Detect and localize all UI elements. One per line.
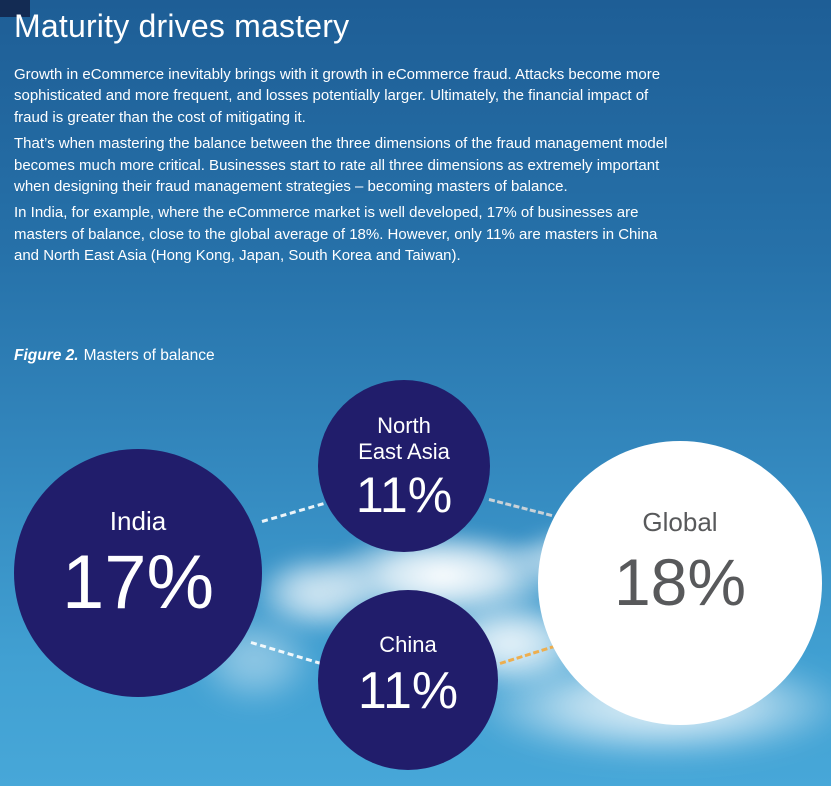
bubble-india: India 17% <box>14 449 262 697</box>
bubble-global-label: Global <box>642 507 718 538</box>
connector-northeastasia-global <box>488 498 553 518</box>
bubble-north-east-asia-content: North East Asia 11% <box>356 413 452 524</box>
bubble-north-east-asia-value: 11% <box>355 467 453 524</box>
figure-caption: Figure 2. Masters of balance <box>14 347 215 365</box>
intro-text: Growth in eCommerce inevitably brings wi… <box>14 64 676 272</box>
page-corner-mark <box>0 0 30 17</box>
bubble-china: China 11% <box>318 590 498 770</box>
paragraph-3: In India, for example, where the eCommer… <box>14 204 658 265</box>
page-title: Maturity drives mastery <box>14 8 350 44</box>
paragraph-1: Growth in eCommerce inevitably brings wi… <box>14 66 661 126</box>
paragraph-2: That’s when mastering the balance betwee… <box>14 135 668 196</box>
bubble-china-label: China <box>379 632 437 658</box>
bubble-china-content: China 11% <box>358 632 458 720</box>
bubble-north-east-asia-label-line1: North <box>377 412 431 438</box>
bubble-india-label: India <box>109 505 167 536</box>
bubble-china-value: 11% <box>357 661 459 720</box>
bubble-india-value: 17% <box>61 539 215 625</box>
bubble-north-east-asia-label-line2: East Asia <box>358 438 450 464</box>
bubble-global: Global 18% <box>538 441 822 725</box>
figure-caption-label: Figure 2. <box>14 347 79 364</box>
bubble-north-east-asia: North East Asia 11% <box>318 380 490 552</box>
bubble-india-content: India 17% <box>62 506 214 625</box>
figure-caption-text: Masters of balance <box>83 347 215 364</box>
connector-india-northeastasia <box>261 502 324 523</box>
bubble-global-value: 18% <box>613 545 747 620</box>
bubble-global-content: Global 18% <box>614 507 746 619</box>
